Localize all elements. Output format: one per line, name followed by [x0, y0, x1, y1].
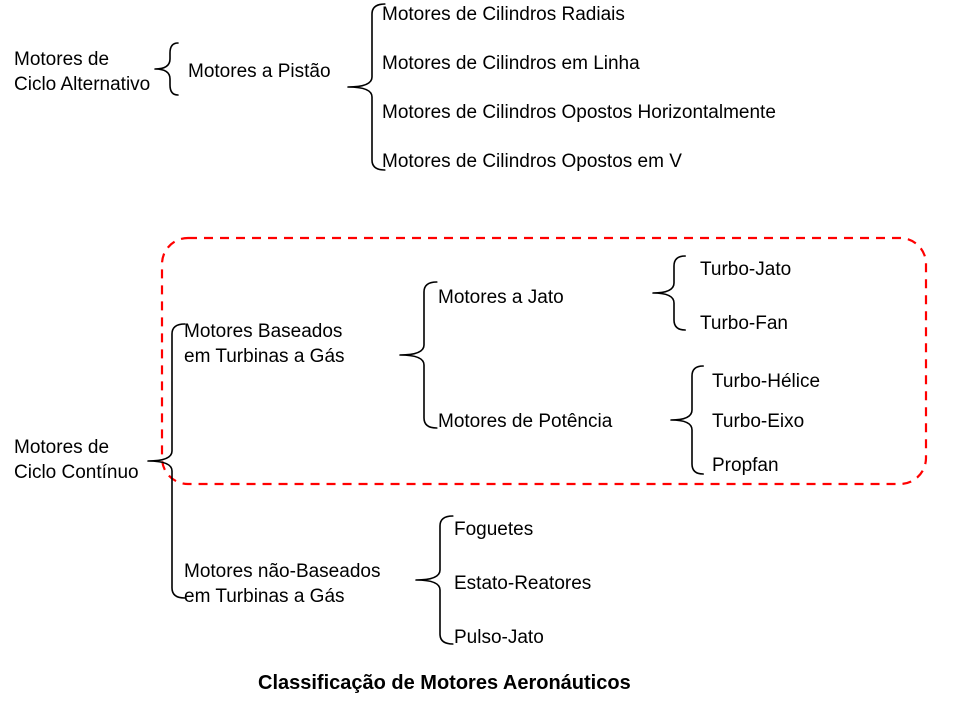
node-estato-reatores: Estato-Reatores	[454, 572, 591, 597]
bracket-b2	[348, 4, 385, 170]
bracket-b3	[148, 324, 185, 598]
node-ciclo-alternativo: Motores de Ciclo Alternativo	[14, 48, 150, 97]
node-motores-jato: Motores a Jato	[438, 286, 564, 311]
bracket-b4	[400, 282, 437, 428]
node-cil-linha: Motores de Cilindros em Linha	[382, 52, 640, 77]
node-motores-pistao: Motores a Pistão	[188, 60, 331, 85]
node-propfan: Propfan	[712, 454, 779, 479]
node-turbo-fan: Turbo-Fan	[700, 312, 788, 337]
node-pulso-jato: Pulso-Jato	[454, 626, 544, 651]
node-foguetes: Foguetes	[454, 518, 533, 543]
bracket-b7	[416, 516, 453, 644]
node-motores-potencia: Motores de Potência	[438, 410, 612, 435]
diagram-title: Classificação de Motores Aeronáuticos	[258, 672, 631, 695]
node-nao-baseados-gas: Motores não-Baseados em Turbinas a Gás	[184, 560, 380, 609]
node-turbo-jato: Turbo-Jato	[700, 258, 791, 283]
node-turbo-helice: Turbo-Hélice	[712, 370, 820, 395]
bracket-b6	[671, 366, 703, 474]
node-ciclo-continuo: Motores de Ciclo Contínuo	[14, 436, 139, 485]
node-cil-radiais: Motores de Cilindros Radiais	[382, 3, 625, 28]
bracket-b5	[653, 256, 685, 330]
node-baseados-gas: Motores Baseados em Turbinas a Gás	[184, 320, 345, 369]
node-cil-opostos-v: Motores de Cilindros Opostos em V	[382, 150, 682, 175]
node-turbo-eixo: Turbo-Eixo	[712, 410, 804, 435]
bracket-b1	[155, 43, 178, 95]
node-cil-opostos-h: Motores de Cilindros Opostos Horizontalm…	[382, 101, 776, 126]
